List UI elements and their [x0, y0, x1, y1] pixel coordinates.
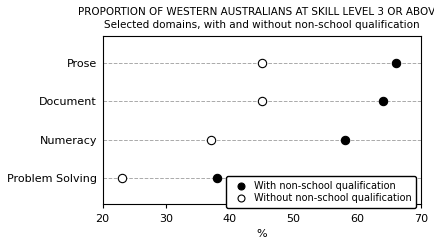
- Point: [378, 99, 385, 103]
- Point: [118, 176, 125, 180]
- Point: [258, 61, 265, 65]
- Title: PROPORTION OF WESTERN AUSTRALIANS AT SKILL LEVEL 3 OR ABOVE,
Selected domains, w: PROPORTION OF WESTERN AUSTRALIANS AT SKI…: [78, 7, 434, 30]
- Legend: With non-school qualification, Without non-school qualification: With non-school qualification, Without n…: [226, 176, 415, 208]
- Point: [391, 61, 398, 65]
- Point: [213, 176, 220, 180]
- Point: [207, 138, 214, 141]
- Point: [340, 138, 347, 141]
- X-axis label: %: %: [256, 229, 266, 239]
- Point: [258, 99, 265, 103]
